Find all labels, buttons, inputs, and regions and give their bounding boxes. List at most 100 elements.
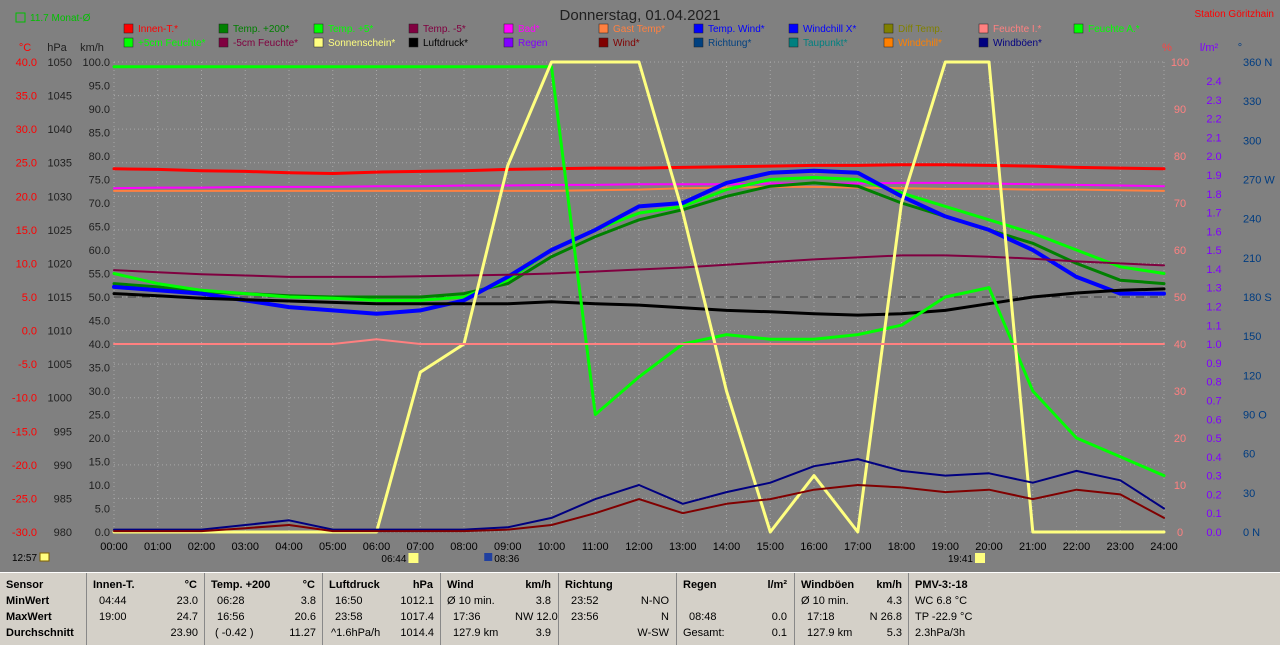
kmh-tick-label: 50.0 (89, 292, 110, 304)
legend-label: Sonnenschein* (328, 38, 395, 49)
pct-tick-label: 0 (1177, 527, 1183, 539)
rain-tick-label: 1.4 (1206, 264, 1221, 276)
wind-max-time: 17:36 (453, 611, 481, 623)
legend-swatch (218, 23, 229, 34)
legend-swatch (408, 37, 419, 48)
legend-swatch (883, 37, 894, 48)
kmh-tick-label: 45.0 (89, 316, 110, 328)
series-bad (113, 181, 1165, 190)
legend-label: Temp. +200* (233, 24, 290, 35)
kmh-tick-label: 20.0 (89, 433, 110, 445)
time-tick-label: 08:00 (450, 541, 478, 553)
hpa-tick-label: 985 (54, 493, 72, 505)
legend-label: -5cm Feuchte* (233, 38, 298, 49)
rain-tick-label: 0.0 (1206, 527, 1221, 539)
luftdruck-title: Luftdruck (329, 579, 380, 591)
kmh-tick-label: 0.0 (95, 527, 110, 539)
pct-tick-label: 100 (1171, 57, 1189, 69)
kmh-tick-label: 35.0 (89, 363, 110, 375)
wind-distance: 127.9 km (453, 627, 499, 639)
temp200-column: Temp. +200 °C 06:28 3.8 16:56 20.6 ( -0.42 … (205, 573, 323, 645)
pmv-column: PMV-3:-18 WC 6.8 °C TP -22.9 °C 2.3hPa/3… (909, 573, 1029, 645)
temp-tick-label: -30.0 (12, 527, 37, 539)
dir-tick-label: 0 N (1243, 527, 1260, 539)
temp-tick-label: -5.0 (18, 359, 37, 371)
legend-label: +5cm Feuchte* (138, 38, 206, 49)
rain-tick-label: 1.3 (1206, 283, 1221, 295)
regen-total-value: 0.1 (771, 627, 787, 639)
time-tick-label: 04:00 (275, 541, 303, 553)
pct-tick-label: 50 (1174, 292, 1186, 304)
rain-tick-label: 2.3 (1206, 95, 1221, 107)
chart-title: Donnerstag, 01.04.2021 (560, 7, 721, 24)
pct-tick-label: 80 (1174, 151, 1186, 163)
rain-tick-label: 2.2 (1206, 114, 1221, 126)
legend-swatch (598, 37, 609, 48)
rain-tick-label: 1.9 (1206, 170, 1221, 182)
kmh-tick-label: 95.0 (89, 81, 110, 93)
rain-tick-label: 2.0 (1206, 151, 1221, 163)
rain-tick-label: 1.1 (1206, 320, 1221, 332)
rain-tick-label: 0.7 (1206, 395, 1221, 407)
luftdruck-max-value: 1017.4 (400, 611, 434, 623)
kmh-tick-label: 70.0 (89, 198, 110, 210)
sun-time-left: 12:57 (12, 553, 37, 564)
windboeen-max-time: 17:18 (807, 611, 835, 623)
rain-tick-label: 1.6 (1206, 226, 1221, 238)
temp200-avg-value: 11.27 (289, 627, 316, 639)
windboeen-title: Windböen (801, 579, 855, 591)
row-max-label: MaxWert (6, 611, 52, 623)
rain-tick-label: 0.5 (1206, 433, 1221, 445)
temp-tick-label: 25.0 (16, 158, 37, 170)
pmv-trend: 2.3hPa/3h (915, 627, 966, 639)
legend-label: Temp. -5* (423, 24, 466, 35)
temp-tick-label: 20.0 (16, 191, 37, 203)
legend-label: Regen (518, 38, 547, 49)
richtung-min-time: 23:52 (571, 595, 599, 607)
legend-swatch (883, 23, 894, 34)
series-sonnenschein (112, 60, 1166, 534)
luftdruck-column: Luftdruck hPa 16:50 1012.1 23:58 1017.4 ^1.… (323, 573, 441, 645)
time-tick-label: 20:00 (975, 541, 1003, 553)
time-tick-label: 22:00 (1063, 541, 1091, 553)
time-tick-label: 07:00 (406, 541, 434, 553)
rain-tick-label: 1.2 (1206, 302, 1221, 314)
legend-label: Wind* (613, 38, 640, 49)
legend-label: Luftdruck* (423, 38, 468, 49)
innen-max-time: 19:00 (99, 611, 127, 623)
pmv-windchill: WC 6.8 °C (915, 595, 968, 607)
unit-label: l/m² (1200, 42, 1219, 54)
legend-label: Feuchte I.* (993, 24, 1041, 35)
series-innen-t (112, 163, 1166, 175)
series-temp-wind (112, 168, 1166, 316)
dir-tick-label: 120 (1243, 370, 1261, 382)
sunrise-icon (408, 553, 419, 563)
luftdruck-max-time: 23:58 (335, 611, 363, 623)
richtung-max-value: N (661, 611, 669, 623)
regen-unit: l/m² (767, 579, 787, 591)
rain-tick-label: 2.1 (1206, 132, 1221, 144)
richtung-min-value: N-NO (640, 595, 669, 607)
kmh-tick-label: 75.0 (89, 175, 110, 187)
dir-tick-label: 360 N (1243, 57, 1272, 69)
hpa-tick-label: 1030 (48, 191, 72, 203)
sun-noon-time: 08:36 (494, 554, 519, 565)
richtung-column: Richtung 23:52 N-NO 23:56 N W-SW (559, 573, 677, 645)
kmh-tick-label: 30.0 (89, 386, 110, 398)
legend-swatch (313, 23, 324, 34)
time-tick-label: 18:00 (888, 541, 916, 553)
dir-tick-label: 300 (1243, 135, 1261, 147)
temp-tick-label: 30.0 (16, 124, 37, 136)
axis-units: °C hPa km/h% l/m² ° (19, 42, 1242, 54)
rain-tick-label: 1.0 (1206, 339, 1221, 351)
legend-label: Richtung* (708, 38, 751, 49)
legend-swatch (503, 37, 514, 48)
month-avg-icon (15, 12, 26, 23)
series-temp-5 (113, 254, 1165, 278)
innen-avg-note (93, 625, 162, 641)
kmh-tick-label: 25.0 (89, 410, 110, 422)
unit-label: km/h (80, 42, 104, 54)
time-tick-label: 16:00 (800, 541, 828, 553)
